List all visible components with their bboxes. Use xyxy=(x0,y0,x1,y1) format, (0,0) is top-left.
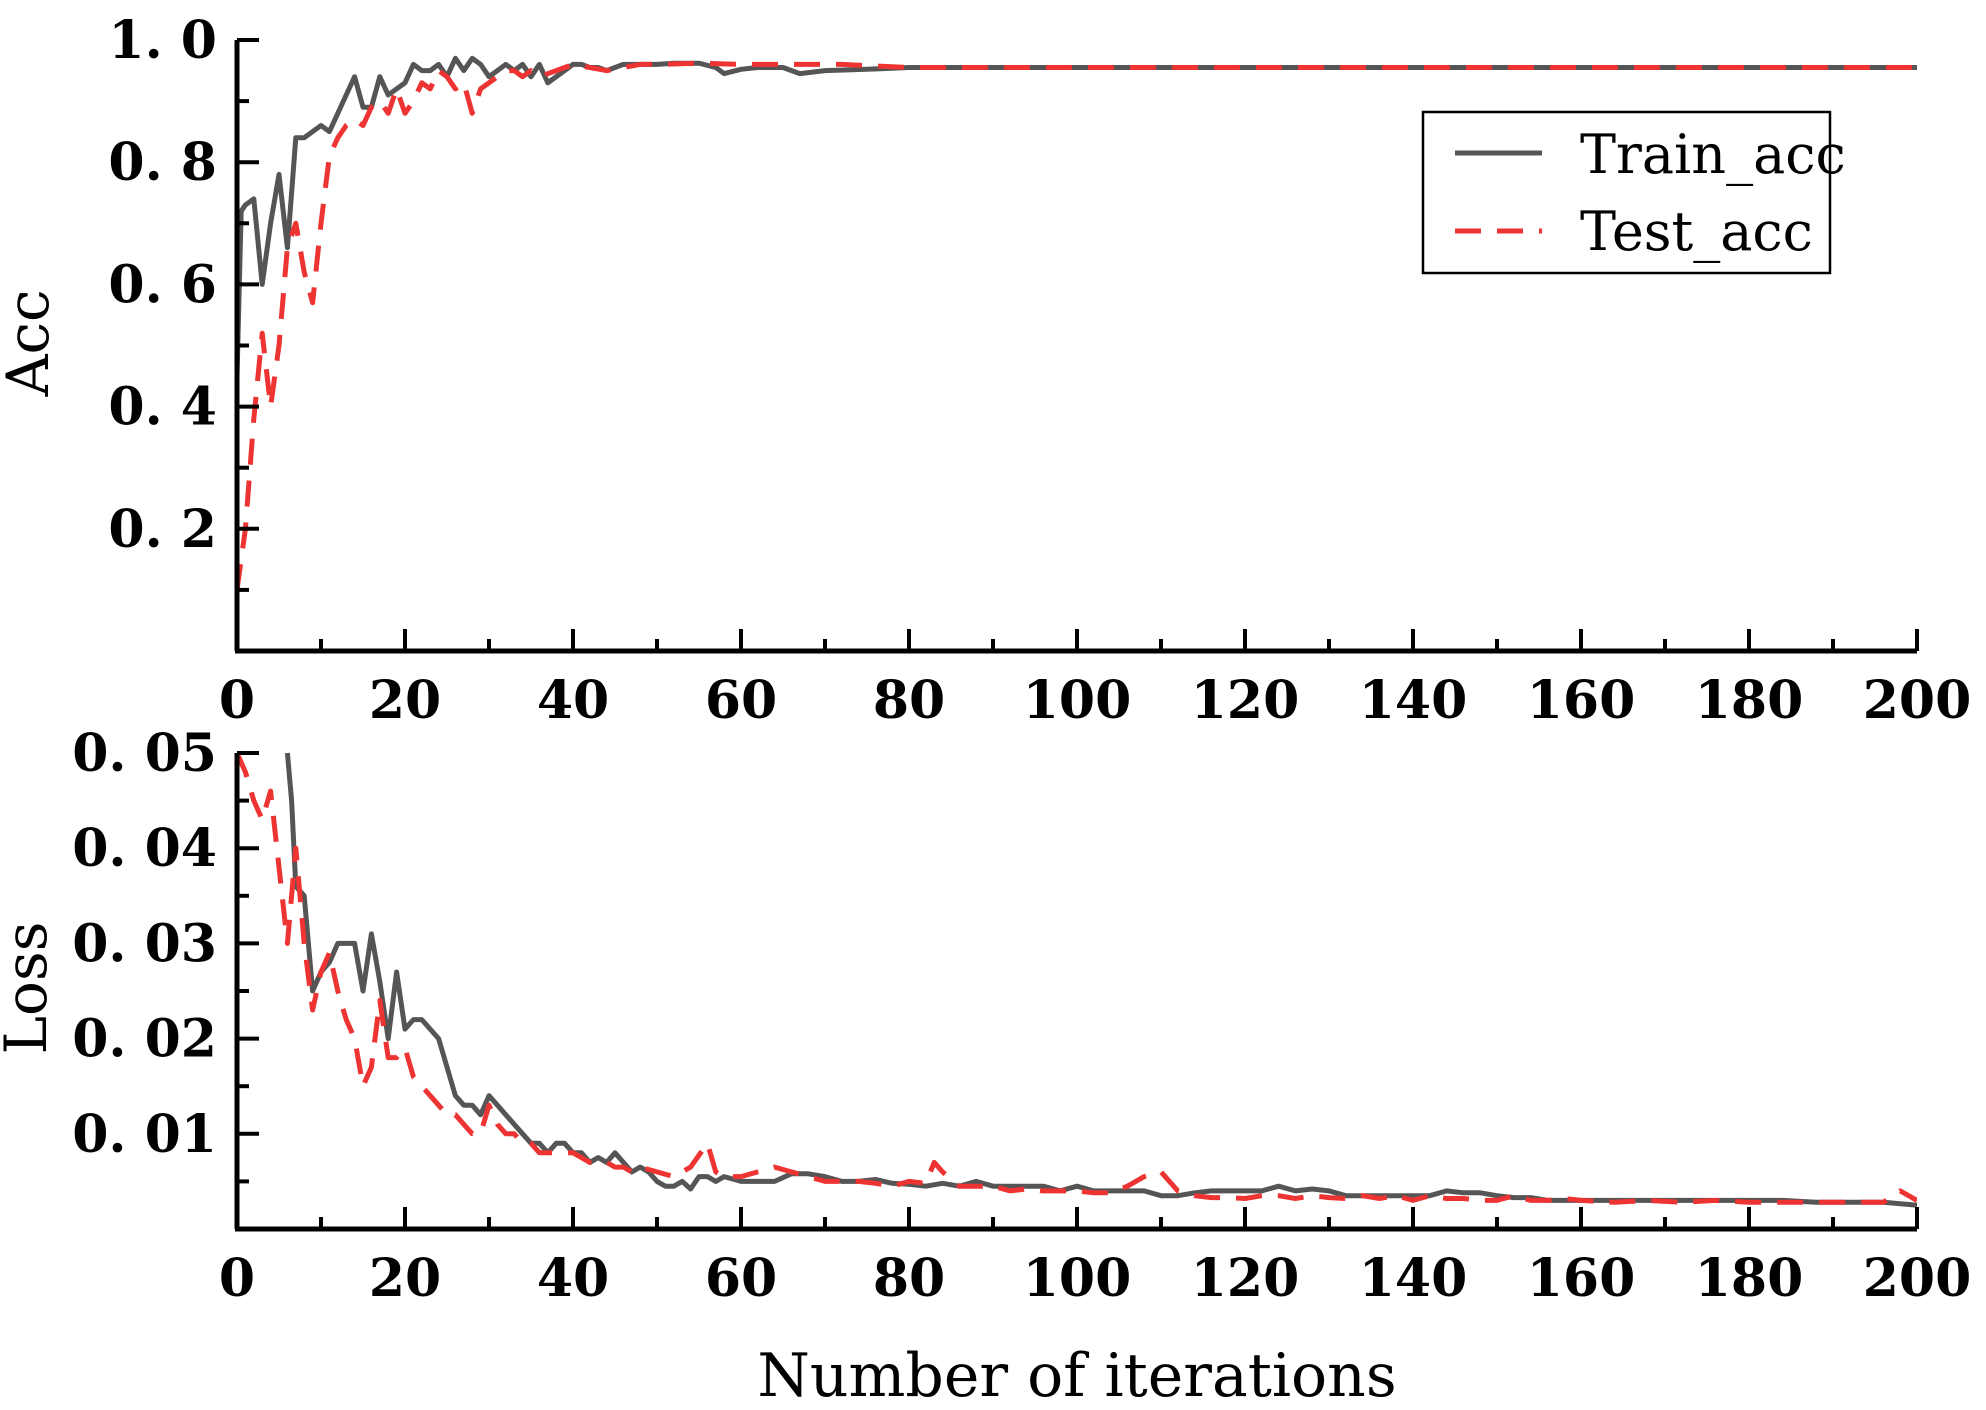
accuracy-x-axis: 0 20 40 60 80 100 120 140 160 180 200 xyxy=(219,629,1971,731)
loss-panel: 0 20 40 60 80 100 120 140 160 180 200 0. 010. 020.… xyxy=(0,723,1971,1410)
loss-y-tick-label: 0. 01 xyxy=(72,1104,217,1165)
legend-label-train-acc: Train_acc xyxy=(1580,123,1846,186)
accuracy-y-axis: 0. 2 0. 4 0. 6 0. 8 1. 0 xyxy=(108,10,259,592)
accuracy-x-tick-label: 160 xyxy=(1527,670,1636,731)
accuracy-x-tick-label: 180 xyxy=(1695,670,1804,731)
loss-x-tick-label: 60 xyxy=(705,1248,777,1309)
series-line-train-loss xyxy=(284,752,1917,1208)
accuracy-x-tick-label: 140 xyxy=(1359,670,1468,731)
accuracy-x-tick-label: 60 xyxy=(705,670,777,731)
loss-x-tick-label: 120 xyxy=(1191,1248,1300,1309)
loss-x-tick-label: 20 xyxy=(369,1248,441,1309)
accuracy-x-tick-label: 200 xyxy=(1863,670,1972,731)
accuracy-x-tick-label: 20 xyxy=(369,670,441,731)
legend-box xyxy=(1421,110,1832,275)
accuracy-x-tick-label: 120 xyxy=(1191,670,1300,731)
accuracy-y-axis-label: Acc xyxy=(0,290,62,398)
loss-series-layer xyxy=(237,751,1917,1208)
loss-y-tick-label: 0. 03 xyxy=(72,913,217,974)
accuracy-x-tick-label: 0 xyxy=(219,670,255,731)
accuracy-series-layer xyxy=(237,55,1917,591)
loss-x-tick-label: 140 xyxy=(1359,1248,1468,1309)
loss-x-tick-label: 100 xyxy=(1023,1248,1132,1309)
accuracy-y-tick-label: 0. 6 xyxy=(108,254,217,315)
accuracy-x-tick-label: 80 xyxy=(873,670,945,731)
accuracy-y-tick-label: 0. 8 xyxy=(108,132,217,193)
loss-y-axis-label: Loss xyxy=(0,922,60,1055)
loss-x-tick-label: 160 xyxy=(1527,1248,1636,1309)
loss-x-tick-label: 200 xyxy=(1863,1248,1972,1309)
loss-y-tick-label: 0. 04 xyxy=(72,818,217,879)
loss-y-tick-label: 0. 02 xyxy=(72,1009,217,1070)
x-axis-label: Number of iterations xyxy=(757,1341,1396,1410)
accuracy-y-tick-label: 0. 4 xyxy=(108,377,217,438)
accuracy-y-tick-label: 0. 2 xyxy=(108,499,217,560)
loss-x-tick-label: 40 xyxy=(537,1248,609,1309)
series-line-test-acc xyxy=(237,60,1917,591)
loss-y-axis: 0. 01 0. 02 0. 03 0. 04 0. 05 xyxy=(72,723,259,1184)
legend-label-test-acc: Test_acc xyxy=(1580,200,1813,263)
accuracy-x-tick-label: 40 xyxy=(537,670,609,731)
loss-x-axis: 0 20 40 60 80 100 120 140 160 180 200 xyxy=(219,1207,1971,1309)
loss-x-tick-label: 0 xyxy=(219,1248,255,1309)
accuracy-panel: 0 20 40 60 80 100 120 140 160 180 200 0. 2 0. 4 0. 6… xyxy=(0,10,1971,731)
loss-x-tick-label: 80 xyxy=(873,1248,945,1309)
loss-axes-frame xyxy=(234,753,1917,1232)
loss-x-tick-label: 180 xyxy=(1695,1248,1804,1309)
legend: Train_acc Test_acc xyxy=(1421,110,1846,275)
loss-y-tick-label: 0. 05 xyxy=(72,723,217,784)
series-line-test-loss xyxy=(237,751,1917,1205)
accuracy-x-tick-label: 100 xyxy=(1023,670,1132,731)
accuracy-y-tick-label: 1. 0 xyxy=(108,10,217,71)
